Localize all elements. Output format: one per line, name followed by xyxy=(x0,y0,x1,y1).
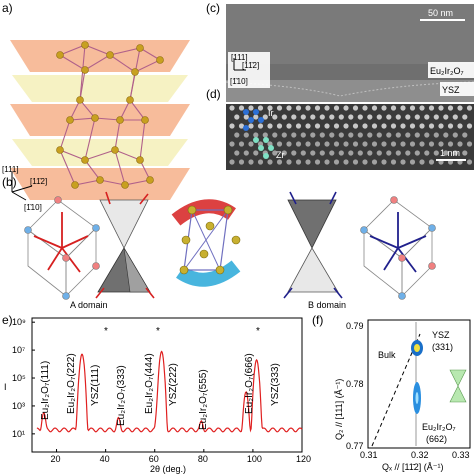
rsm-x-tick-label: 0.32 xyxy=(411,450,429,460)
xrd-y-tick-label: 10³ xyxy=(12,401,25,411)
bulk-label: Bulk xyxy=(378,350,396,360)
film-label-c: Eu₂Ir₂O₇ xyxy=(430,66,464,76)
film-index-label: (662) xyxy=(426,434,447,444)
ir-label: Ir xyxy=(268,108,274,118)
panel-a-axes xyxy=(11,172,33,201)
panel-f-label: (f) xyxy=(312,313,323,327)
peak-label-222: Eu₂Ir₂O₇(222) xyxy=(66,353,77,414)
xrd-y-tick-label: 10⁹ xyxy=(12,317,26,327)
xrd-x-tick-label: 120 xyxy=(296,454,311,464)
star-ysz-222: * xyxy=(156,326,160,337)
xrd-xlabel: 2θ (deg.) xyxy=(150,464,186,474)
star-ysz-333: * xyxy=(256,326,260,337)
rsm-x-tick-label: 0.33 xyxy=(452,450,470,460)
b-domain-tetrahedra xyxy=(283,191,343,299)
film-label-f: Eu₂Ir₂O₇ xyxy=(422,422,456,432)
rsm-y-tick-label: 0.79 xyxy=(346,321,364,331)
panel-b-label: (b) xyxy=(2,175,17,189)
xrd-x-tick-label: 80 xyxy=(198,454,208,464)
xrd-y-tick-label: 10¹ xyxy=(12,429,25,439)
rsm-xlabel: Qₓ // [11̄2] (Å⁻¹) xyxy=(382,462,444,472)
panel-e-label: e) xyxy=(2,313,13,327)
panel-a-label: a) xyxy=(2,1,13,15)
xrd-x-tick-label: 40 xyxy=(100,454,110,464)
xrd-x-tick-label: 100 xyxy=(247,454,262,464)
xrd-x-ticks: 20 40 60 80 100 120 xyxy=(51,449,311,464)
peak-label-444: Eu₂Ir₂O₇(444) xyxy=(144,353,155,414)
bulk-relaxation-line xyxy=(371,333,421,447)
rsm-plot-frame xyxy=(367,319,471,449)
ysz-index-label: (331) xyxy=(432,342,453,352)
peak-label-333: Eu₂Ir₂O₇(333) xyxy=(116,365,127,426)
atom-lattice-dots xyxy=(229,105,473,165)
domain-conversion-diagram xyxy=(171,199,241,287)
ysz-label-f: YSZ xyxy=(432,330,450,340)
b-domain-cube xyxy=(360,196,436,300)
ir-atoms-overlay xyxy=(243,109,264,131)
panel-b: (b) xyxy=(2,175,436,310)
xrd-y-tick-label: 10⁷ xyxy=(12,345,25,355)
xrd-ylabel: I xyxy=(4,382,7,392)
panel-d: (d) Ir Zr 1 nm xyxy=(206,87,474,170)
xrd-series-line xyxy=(36,350,303,433)
peak-label-666: Eu₂Ir₂O₇(666) xyxy=(244,353,255,414)
panel-c: (c) 50 nm [111] [11̄2] [1̄10] Eu₂Ir₂O₇ Y… xyxy=(206,1,474,102)
dir-112-label-a: [11̄2] xyxy=(30,177,47,186)
pyrochlore-lattice-diagram xyxy=(10,40,190,200)
dir-111-label-c: [111] xyxy=(231,53,248,62)
dir-111-label-a: [111] xyxy=(2,165,19,174)
panel-a: a) xyxy=(2,1,190,212)
peak-label-ysz-222: YSZ(222) xyxy=(168,363,179,406)
a-domain-label: A domain xyxy=(70,300,108,310)
b-domain-label: B domain xyxy=(308,300,346,310)
xrd-x-tick-label: 20 xyxy=(51,454,61,464)
peak-label-111: Eu₂Ir₂O₇(111) xyxy=(40,361,51,420)
scale-label-c: 50 nm xyxy=(428,8,453,18)
dir-110-label-a: [1̄10] xyxy=(24,203,42,212)
panel-e: e) I 10¹ 10³ 10⁵ 10⁷ 10⁹ 20 40 60 80 100 120 2θ (… xyxy=(2,313,311,474)
rsm-y-tick-label: 0.77 xyxy=(346,441,364,451)
peak-label-ysz-333: YSZ(333) xyxy=(270,363,281,406)
panel-f: (f) Q₂ // [111] (Å⁻¹) 0.770.780.79 0.31 0… xyxy=(312,313,471,472)
zr-label: Zr xyxy=(276,150,285,160)
rsm-x-ticks: 0.31 0.32 0.33 xyxy=(360,450,470,460)
rsm-ylabel: Q₂ // [111] (Å⁻¹) xyxy=(334,379,344,440)
a-domain-tetrahedra xyxy=(95,191,155,299)
peak-label-555: Eu₂Ir₂O₇(555) xyxy=(198,369,209,430)
peak-label-ysz-111: YSZ(111) xyxy=(90,365,101,406)
xrd-x-tick-label: 60 xyxy=(149,454,159,464)
rsm-y-ticks: 0.77 0.78 0.79 xyxy=(346,321,364,451)
substrate-label-c: YSZ xyxy=(442,85,460,95)
xrd-y-ticks: 10¹ 10³ 10⁵ 10⁷ 10⁹ xyxy=(12,317,35,439)
panel-d-label: (d) xyxy=(206,87,221,101)
panel-c-label: (c) xyxy=(206,1,220,15)
zr-atoms-overlay xyxy=(253,137,274,159)
dir-112-label-c: [11̄2] xyxy=(242,61,259,70)
rsm-y-tick-label: 0.78 xyxy=(346,379,364,389)
xrd-y-tick-label: 10⁵ xyxy=(12,373,26,383)
xrd-plot-frame xyxy=(31,317,303,453)
star-ysz-111: * xyxy=(104,326,108,337)
scale-label-d: 1 nm xyxy=(440,148,460,158)
a-domain-cube xyxy=(24,196,100,300)
rsm-x-tick-label: 0.31 xyxy=(360,450,378,460)
dir-110-label-c: [1̄10] xyxy=(230,77,248,86)
